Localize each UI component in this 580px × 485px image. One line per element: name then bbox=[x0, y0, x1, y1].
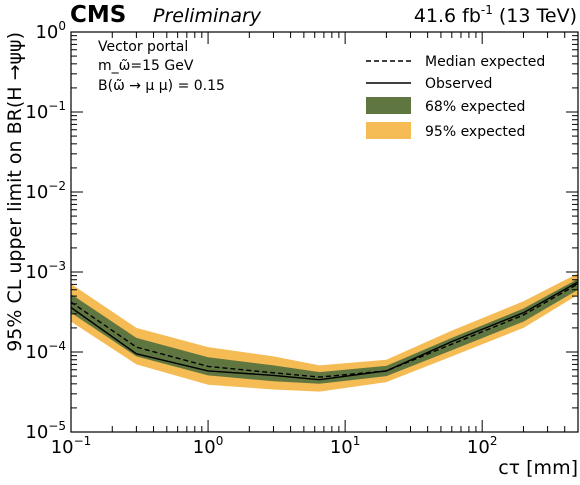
y-tick-exponent: −3 bbox=[48, 259, 66, 273]
x-tick-exponent: 1 bbox=[353, 434, 361, 448]
x-tick-label: 100 bbox=[193, 434, 224, 458]
legend-observed-label: Observed bbox=[425, 76, 492, 92]
y-tick-label: 100 bbox=[35, 19, 66, 43]
annotation-model: Vector portal bbox=[98, 39, 188, 55]
cms-label: CMS bbox=[70, 2, 126, 28]
observed-line bbox=[70, 281, 579, 381]
y-tick-exponent: 0 bbox=[58, 19, 66, 33]
lumi-energy: (13 TeV) bbox=[499, 5, 577, 27]
annotation-branching: B(ω̃ → μ μ) = 0.15 bbox=[98, 78, 225, 94]
median-expected-line bbox=[70, 283, 579, 378]
x-tick-base: 10 bbox=[193, 437, 216, 458]
luminosity-label: 41.6 fb-1 (13 TeV) bbox=[414, 3, 577, 27]
y-tick-label: 10−2 bbox=[25, 179, 66, 203]
x-tick-exponent: −1 bbox=[74, 434, 92, 448]
x-tick-base: 10 bbox=[330, 437, 353, 458]
limit-curves bbox=[70, 281, 579, 381]
preliminary-label: Preliminary bbox=[153, 5, 262, 27]
legend-68-swatch bbox=[366, 97, 411, 114]
y-tick-label: 10−5 bbox=[25, 419, 66, 443]
y-tick-base: 10 bbox=[25, 182, 48, 203]
x-tick-base: 10 bbox=[51, 437, 74, 458]
y-tick-base: 10 bbox=[25, 102, 48, 123]
plot-frame bbox=[70, 31, 579, 433]
y-tick-exponent: −4 bbox=[48, 339, 66, 353]
band-68-expected bbox=[71, 278, 578, 384]
lumi-value: 41.6 fb bbox=[414, 5, 481, 27]
x-tick-label: 10−1 bbox=[51, 434, 92, 458]
legend-68-label: 68% expected bbox=[425, 99, 525, 115]
y-tick-label: 10−1 bbox=[25, 99, 66, 123]
legend: Median expected Observed 68% expected 95… bbox=[366, 54, 545, 140]
legend-median-label: Median expected bbox=[425, 54, 545, 70]
y-tick-exponent: −2 bbox=[48, 179, 66, 193]
y-tick-base: 10 bbox=[25, 262, 48, 283]
y-tick-base: 10 bbox=[35, 22, 58, 43]
expected-bands bbox=[71, 273, 578, 392]
y-tick-label: 10−3 bbox=[25, 259, 66, 283]
legend-95-label: 95% expected bbox=[425, 124, 525, 140]
y-axis-label: 95% CL upper limit on BR(H →ψψ) bbox=[4, 32, 26, 352]
x-axis-label: cτ [mm] bbox=[498, 457, 578, 479]
lumi-exponent: -1 bbox=[481, 3, 493, 17]
legend-95-swatch bbox=[366, 122, 411, 139]
y-tick-label: 10−4 bbox=[25, 339, 66, 363]
annotation-mass: m_ω̃=15 GeV bbox=[98, 58, 194, 74]
y-tick-base: 10 bbox=[25, 422, 48, 443]
x-tick-exponent: 0 bbox=[216, 434, 224, 448]
x-tick-label: 102 bbox=[467, 434, 498, 458]
y-tick-exponent: −1 bbox=[48, 99, 66, 113]
y-tick-base: 10 bbox=[25, 342, 48, 363]
x-tick-base: 10 bbox=[467, 437, 490, 458]
x-tick-exponent: 2 bbox=[490, 434, 498, 448]
x-tick-label: 101 bbox=[330, 434, 361, 458]
y-tick-exponent: −5 bbox=[48, 419, 66, 433]
axis-ticks bbox=[70, 31, 579, 433]
